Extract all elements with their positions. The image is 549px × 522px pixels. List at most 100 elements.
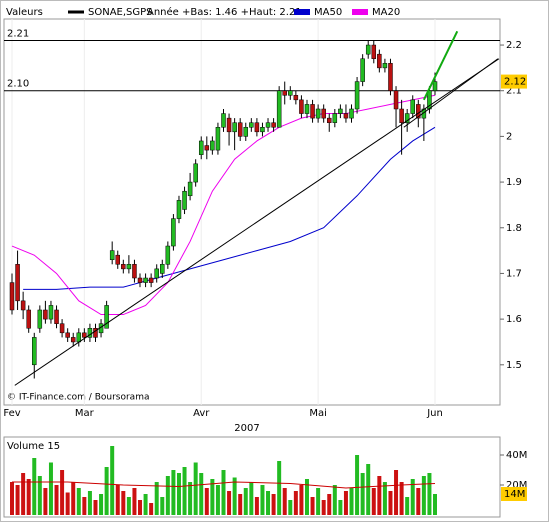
candle-body (365, 44, 371, 55)
volume-bar (282, 488, 287, 515)
volume-bar (382, 482, 387, 515)
volume-bar (199, 473, 204, 515)
candle-body (265, 122, 271, 128)
candle-body (215, 127, 221, 151)
volume-bar (43, 488, 48, 515)
volume-bar (299, 485, 304, 515)
candle-body (165, 245, 171, 265)
volume-bar (132, 488, 137, 515)
volume-bar (204, 488, 209, 515)
volume-bar (388, 491, 393, 515)
candle-body (327, 117, 332, 123)
candle-body (121, 264, 126, 270)
candle-body (382, 63, 388, 69)
volume-bar (71, 482, 76, 515)
volume-bar (138, 500, 143, 515)
candle-body (210, 140, 215, 151)
candle-body (293, 95, 299, 101)
volume-bar (249, 482, 254, 515)
volume-bar (310, 497, 315, 515)
candle-body (171, 218, 176, 247)
volume-bar (99, 494, 104, 515)
candle-body (221, 113, 226, 128)
price-panel (3, 18, 501, 406)
volume-bar (176, 473, 181, 515)
legend-label: MA20 (372, 7, 400, 18)
candle-body (137, 277, 143, 283)
volume-bar (15, 485, 20, 515)
volume-bar (54, 485, 59, 515)
candle-body (143, 277, 148, 283)
legend-label: MA50 (314, 7, 342, 18)
candle-body (243, 127, 249, 137)
x-tick-label: Mar (75, 408, 95, 419)
candle-body (70, 337, 76, 343)
volume-bar (10, 482, 14, 515)
volume-bar (304, 479, 309, 515)
volume-bar (321, 500, 326, 515)
candle-body (20, 300, 26, 311)
volume-bar (410, 479, 415, 515)
candle-body (132, 264, 137, 279)
trendline (422, 30, 459, 101)
y-tick-label: 2.1 (506, 86, 522, 97)
volume-bar (193, 462, 198, 515)
candle-body (282, 90, 287, 96)
volume-bar (48, 462, 53, 515)
volume-bar (277, 461, 282, 515)
candle-body (276, 90, 282, 128)
volume-bar (37, 476, 42, 515)
volume-bar (316, 488, 321, 515)
volume-bar (154, 482, 159, 515)
volume-bar (293, 491, 298, 515)
level-label: 2.21 (7, 28, 29, 39)
volume-bar (171, 470, 176, 515)
y-tick-label: 1.8 (506, 223, 522, 234)
candle-body (193, 163, 198, 183)
candle-body (9, 282, 15, 311)
volume-bar (65, 492, 70, 515)
y-tick-label: 1.5 (506, 360, 522, 371)
price-box (501, 74, 527, 89)
candle-body (26, 309, 31, 329)
x-tick-label: Jun (426, 408, 443, 419)
volume-bar (121, 491, 126, 515)
candle-body (254, 122, 260, 133)
candle-body (249, 122, 254, 128)
volume-box (501, 487, 527, 501)
candle-body (187, 181, 193, 197)
volume-bar (254, 497, 259, 515)
volume-bar (82, 497, 87, 515)
candle-body (37, 309, 43, 329)
volume-bar (188, 482, 193, 515)
volume-bar (349, 488, 354, 515)
y-tick-label: 40M (506, 450, 527, 461)
candle-body (82, 332, 87, 338)
candle-body (126, 264, 132, 270)
candle-body (371, 44, 377, 59)
volume-bar (93, 500, 98, 515)
candle-body (76, 332, 82, 343)
candle-body (299, 99, 304, 114)
volume-bar (60, 470, 65, 515)
x-tick-label: Mai (309, 408, 327, 419)
ma-line (11, 94, 436, 316)
volume-bar (221, 470, 226, 515)
volume-bar (182, 467, 187, 515)
label: Valeurs (6, 7, 43, 18)
volume-bar (215, 485, 220, 515)
volume-bar (433, 494, 437, 515)
volume-bar (32, 458, 37, 515)
volume-bar (377, 476, 382, 515)
volume-bar (327, 494, 332, 515)
volume-bar (266, 491, 271, 515)
candle-body (399, 108, 404, 123)
y-tick-label: 1.7 (506, 268, 522, 279)
y-tick-label: 2 (506, 131, 512, 142)
candle-body (204, 145, 210, 151)
candle-body (288, 90, 293, 96)
y-tick-label: 1.9 (506, 177, 522, 188)
volume-bar (149, 503, 154, 515)
year: 2007 (234, 423, 259, 434)
